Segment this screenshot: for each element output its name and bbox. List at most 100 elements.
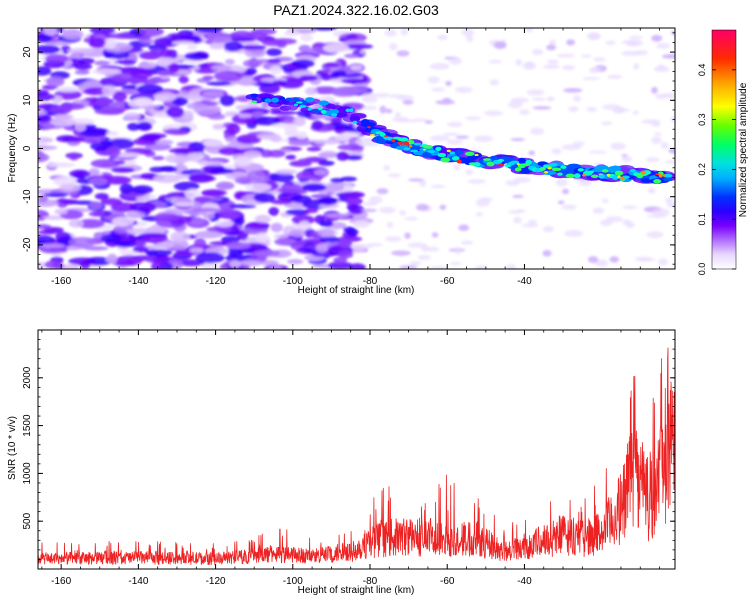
x-tick-label: -120 (206, 576, 226, 587)
noise-blob (424, 120, 434, 124)
noise-blob (180, 34, 201, 41)
noise-blob (153, 213, 180, 222)
noise-blob (607, 74, 623, 79)
spectrogram-signal-track (245, 93, 675, 184)
noise-blob (467, 179, 487, 184)
noise-blob (174, 201, 195, 207)
noise-blob (315, 243, 328, 254)
noise-blob (360, 208, 377, 213)
noise-blob (442, 132, 460, 136)
signal-blob (422, 148, 427, 151)
noise-blob (212, 123, 225, 130)
signal-blob (329, 109, 340, 115)
noise-blob (140, 134, 162, 141)
noise-blob (572, 141, 585, 146)
signal-blob (565, 173, 576, 178)
noise-blob (396, 50, 410, 57)
noise-blob (289, 229, 306, 238)
noise-blob (38, 145, 58, 151)
x-tick-label: -80 (363, 576, 378, 587)
noise-blob (287, 258, 304, 265)
noise-blob (455, 135, 469, 139)
noise-blob (387, 173, 401, 178)
noise-blob (105, 146, 121, 158)
noise-blob (318, 160, 335, 166)
signal-blob (548, 163, 558, 167)
noise-blob (614, 108, 631, 112)
noise-blob (430, 184, 446, 189)
noise-blob (201, 189, 225, 197)
figure-title: PAZ1.2024.322.16.02.G03 (273, 2, 439, 18)
noise-blob (542, 249, 552, 257)
signal-blob (423, 144, 433, 149)
signal-blob (307, 107, 312, 111)
noise-blob (563, 88, 583, 93)
noise-blob (283, 30, 300, 37)
noise-blob (259, 149, 274, 158)
noise-blob (92, 68, 122, 75)
signal-blob (285, 97, 293, 102)
signal-blob (384, 135, 389, 137)
noise-blob (557, 200, 565, 205)
noise-blob (324, 213, 350, 218)
noise-blob (305, 207, 319, 214)
noise-blob (455, 86, 473, 94)
signal-blob (663, 176, 673, 182)
colorbar-gradient (711, 29, 737, 270)
noise-blob (251, 111, 264, 117)
noise-blob (253, 249, 281, 257)
noise-blob (398, 119, 419, 123)
noise-blob (336, 151, 350, 161)
noise-blob (237, 45, 267, 50)
noise-blob (657, 64, 665, 70)
noise-blob (103, 37, 117, 49)
noise-blob (556, 53, 575, 58)
noise-blob (445, 80, 452, 87)
signal-blob (409, 149, 419, 153)
noise-blob (137, 62, 157, 69)
y-tick-label: 10 (22, 94, 33, 106)
noise-blob (74, 122, 87, 132)
noise-blob (588, 150, 607, 154)
noise-blob (633, 63, 640, 70)
noise-blob (46, 162, 76, 168)
noise-blob (474, 265, 488, 269)
noise-blob (610, 142, 626, 150)
signal-blob (449, 151, 456, 155)
noise-blob (197, 160, 225, 166)
noise-blob (114, 59, 137, 65)
noise-blob (521, 223, 539, 228)
signal-blob (352, 120, 358, 124)
noise-blob (372, 92, 391, 98)
noise-blob (313, 169, 328, 176)
signal-blob (577, 168, 584, 172)
noise-blob (153, 36, 182, 48)
noise-blob (352, 219, 370, 229)
noise-blob (345, 197, 363, 206)
signal-blob (544, 171, 548, 174)
noise-blob (275, 169, 297, 175)
noise-blob (640, 258, 657, 262)
snr-frame (37, 329, 676, 570)
noise-blob (127, 122, 141, 131)
noise-blob (60, 45, 71, 54)
noise-blob (664, 160, 675, 164)
noise-blob (652, 208, 670, 217)
noise-blob (202, 75, 214, 81)
snr-y-ticks: 500 1000 1500 2000 (22, 329, 675, 570)
x-tick-label: -40 (517, 276, 532, 287)
noise-blob (348, 263, 366, 269)
noise-blob (654, 132, 662, 136)
noise-blob (668, 147, 675, 154)
noise-blob (449, 57, 462, 65)
noise-blob (94, 192, 109, 200)
noise-blob (431, 87, 446, 92)
noise-blob (257, 176, 268, 184)
noise-blob (156, 69, 174, 76)
noise-blob (582, 76, 600, 81)
signal-blob (617, 175, 621, 179)
noise-blob (465, 116, 482, 121)
noise-blob (670, 116, 675, 123)
snr-background (38, 330, 675, 569)
noise-blob (38, 93, 56, 101)
